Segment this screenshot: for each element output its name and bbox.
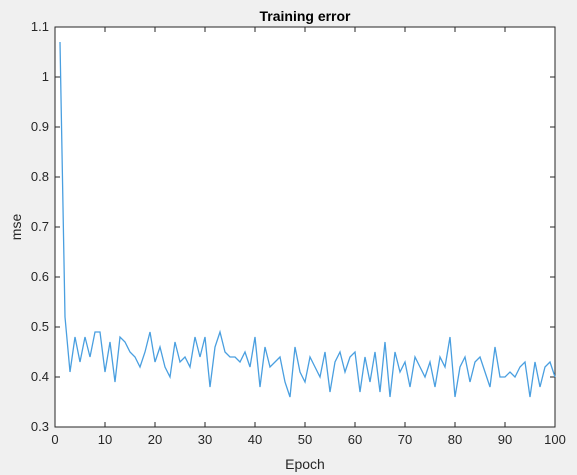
- y-tick-label: 0.8: [31, 169, 49, 184]
- plot-area: [54, 26, 556, 428]
- chart-title: Training error: [259, 8, 351, 24]
- x-tick-label: 0: [51, 432, 58, 447]
- x-tick-label: 70: [398, 432, 412, 447]
- x-tick-label: 40: [248, 432, 262, 447]
- x-tick-label: 30: [198, 432, 212, 447]
- y-tick-label: 0.9: [31, 119, 49, 134]
- x-tick-label: 20: [148, 432, 162, 447]
- x-tick-label: 50: [298, 432, 312, 447]
- y-tick-label: 0.5: [31, 319, 49, 334]
- series-line: [59, 41, 556, 398]
- x-tick-label: 80: [448, 432, 462, 447]
- y-tick-label: 0.3: [31, 419, 49, 434]
- x-tick-label: 100: [544, 432, 566, 447]
- x-tick-label: 10: [98, 432, 112, 447]
- x-axis-ticks: 0 10 20 30 40 50 60 70 80 90 100: [51, 27, 566, 447]
- y-tick-label: 0.6: [31, 269, 49, 284]
- y-tick-label: 0.4: [31, 369, 49, 384]
- x-axis-label: Epoch: [285, 456, 325, 472]
- y-tick-label: 1.1: [31, 19, 49, 34]
- y-axis-label: mse: [8, 214, 24, 241]
- x-tick-label: 60: [348, 432, 362, 447]
- y-tick-label: 1: [42, 69, 49, 84]
- y-tick-label: 0.7: [31, 219, 49, 234]
- x-tick-label: 90: [498, 432, 512, 447]
- y-axis-ticks: 0.3 0.4 0.5 0.6 0.7 0.8 0.9 1 1.1: [31, 19, 555, 434]
